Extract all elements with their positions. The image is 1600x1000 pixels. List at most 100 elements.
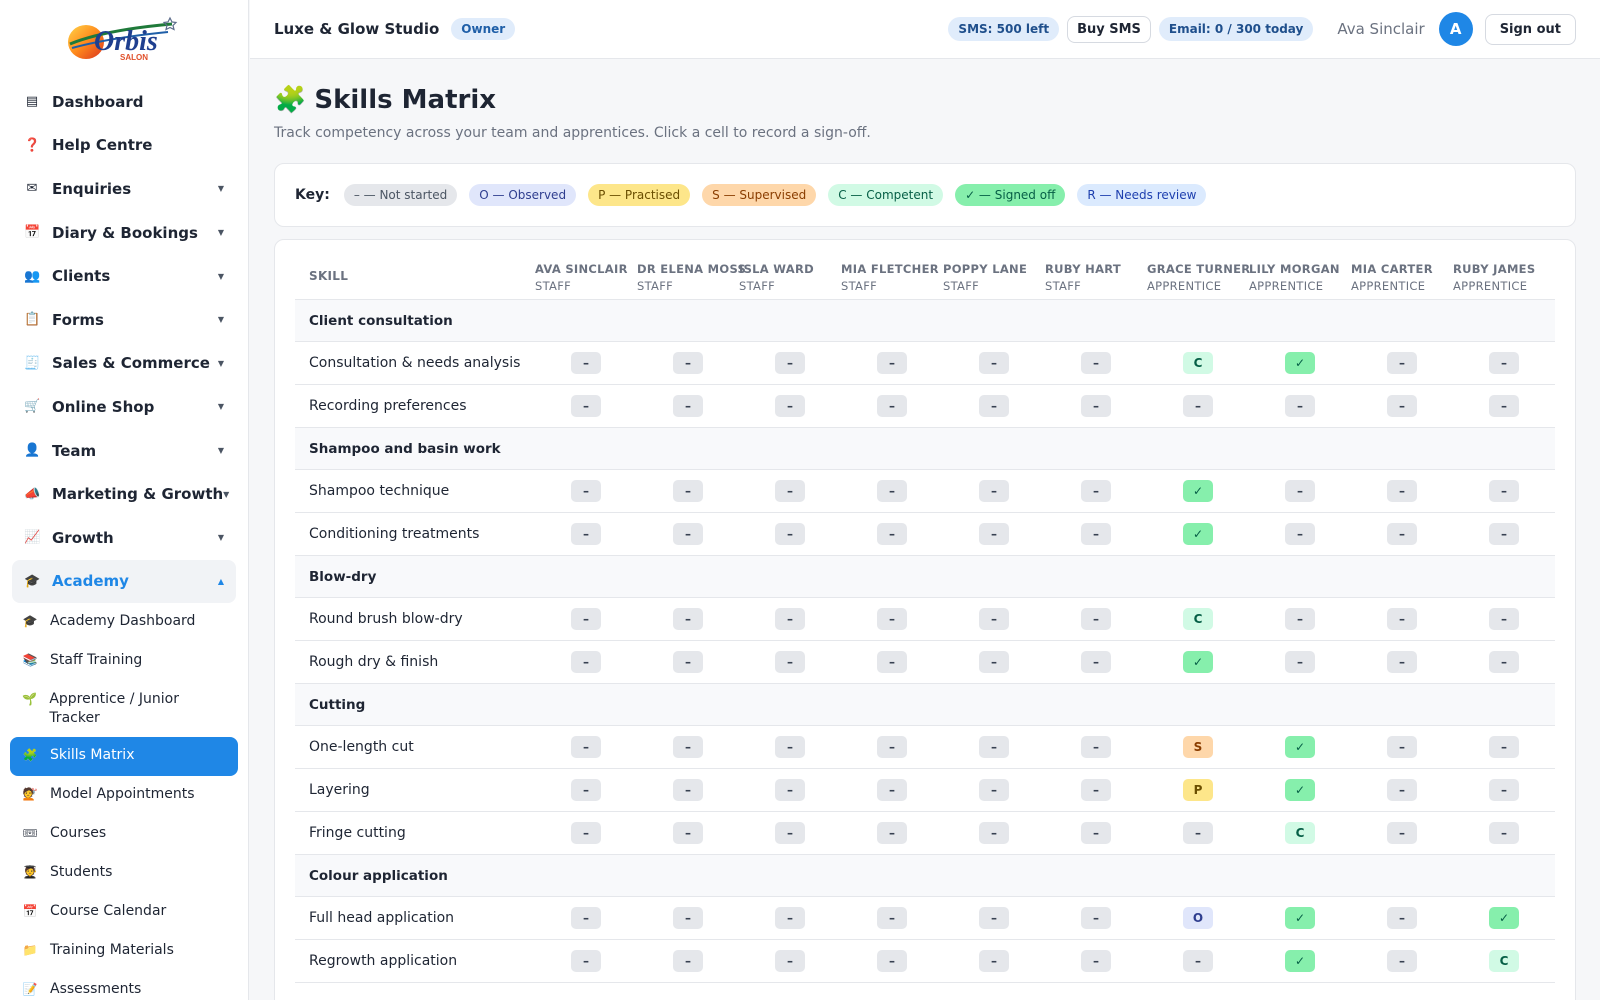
signoff-cell-button[interactable]: – [1285, 523, 1315, 545]
sidebar-item-forms[interactable]: 📋 Forms ▼ [12, 298, 236, 342]
signoff-cell-button[interactable]: – [1081, 395, 1111, 417]
sidebar-item-growth[interactable]: 📈 Growth ▼ [12, 516, 236, 560]
signoff-cell-button[interactable]: – [673, 608, 703, 630]
signoff-cell-button[interactable]: – [775, 608, 805, 630]
signoff-cell-button[interactable]: – [775, 907, 805, 929]
signoff-cell-button[interactable]: C [1489, 950, 1519, 972]
signoff-cell-button[interactable]: – [877, 608, 907, 630]
signoff-cell-button[interactable]: – [775, 480, 805, 502]
signoff-cell-button[interactable]: – [877, 651, 907, 673]
signoff-cell-button[interactable]: – [979, 608, 1009, 630]
sidebar-item-dashboard[interactable]: ▤ Dashboard [12, 80, 236, 124]
signoff-cell-button[interactable]: – [1387, 950, 1417, 972]
signoff-cell-button[interactable]: – [673, 736, 703, 758]
signoff-cell-button[interactable]: ✓ [1183, 651, 1213, 673]
signoff-cell-button[interactable]: C [1285, 822, 1315, 844]
signoff-cell-button[interactable]: – [1489, 480, 1519, 502]
signoff-cell-button[interactable]: C [1183, 608, 1213, 630]
signoff-cell-button[interactable]: ✓ [1183, 480, 1213, 502]
sidebar-item-help-centre[interactable]: ❓ Help Centre [12, 124, 236, 168]
sidebar-subitem-assessments[interactable]: 📝 Assessments [10, 971, 238, 1000]
signoff-cell-button[interactable]: – [1489, 779, 1519, 801]
signoff-cell-button[interactable]: – [877, 480, 907, 502]
signoff-cell-button[interactable]: – [673, 395, 703, 417]
sidebar-item-team[interactable]: 👤 Team ▼ [12, 429, 236, 473]
signoff-cell-button[interactable]: – [673, 480, 703, 502]
signoff-cell-button[interactable]: – [1489, 822, 1519, 844]
signoff-cell-button[interactable]: – [979, 779, 1009, 801]
signoff-cell-button[interactable]: – [1081, 608, 1111, 630]
signoff-cell-button[interactable]: – [1387, 907, 1417, 929]
signoff-cell-button[interactable]: – [1285, 480, 1315, 502]
signoff-cell-button[interactable]: – [1081, 480, 1111, 502]
signoff-cell-button[interactable]: – [1285, 651, 1315, 673]
sidebar-item-academy[interactable]: 🎓 Academy ▲ [12, 559, 236, 604]
signoff-cell-button[interactable]: – [877, 950, 907, 972]
sidebar-subitem-model-appointments[interactable]: 💇 Model Appointments [10, 776, 238, 815]
signoff-cell-button[interactable]: – [673, 779, 703, 801]
signoff-cell-button[interactable]: – [571, 736, 601, 758]
signoff-cell-button[interactable]: – [979, 480, 1009, 502]
signoff-cell-button[interactable]: – [1489, 523, 1519, 545]
signoff-cell-button[interactable]: – [1387, 523, 1417, 545]
signoff-cell-button[interactable]: – [1387, 822, 1417, 844]
signoff-cell-button[interactable]: – [1489, 352, 1519, 374]
signoff-cell-button[interactable]: – [1285, 395, 1315, 417]
signoff-cell-button[interactable]: – [673, 822, 703, 844]
signoff-cell-button[interactable]: – [673, 352, 703, 374]
signoff-cell-button[interactable]: ✓ [1285, 352, 1315, 374]
signoff-cell-button[interactable]: – [673, 950, 703, 972]
sidebar-item-marketing-growth[interactable]: 📣 Marketing & Growth ▼ [12, 472, 236, 516]
signoff-cell-button[interactable]: – [1387, 352, 1417, 374]
signoff-cell-button[interactable]: – [1489, 395, 1519, 417]
signoff-cell-button[interactable]: – [1081, 907, 1111, 929]
signoff-cell-button[interactable]: ✓ [1183, 523, 1213, 545]
sidebar-item-diary-bookings[interactable]: 📅 Diary & Bookings ▼ [12, 211, 236, 255]
signoff-cell-button[interactable]: – [979, 523, 1009, 545]
signoff-cell-button[interactable]: – [1081, 822, 1111, 844]
signoff-cell-button[interactable]: – [1081, 523, 1111, 545]
signoff-cell-button[interactable]: – [775, 736, 805, 758]
signoff-cell-button[interactable]: – [775, 950, 805, 972]
sidebar-subitem-students[interactable]: 🧑‍🎓 Students [10, 854, 238, 893]
signoff-cell-button[interactable]: – [775, 395, 805, 417]
sidebar-item-clients[interactable]: 👥 Clients ▼ [12, 254, 236, 298]
signoff-cell-button[interactable]: – [775, 651, 805, 673]
signoff-cell-button[interactable]: ✓ [1285, 950, 1315, 972]
sidebar-subitem-course-calendar[interactable]: 📅 Course Calendar [10, 893, 238, 932]
sidebar-item-online-shop[interactable]: 🛒 Online Shop ▼ [12, 385, 236, 429]
signoff-cell-button[interactable]: P [1183, 779, 1213, 801]
buy-sms-button[interactable]: Buy SMS [1067, 15, 1151, 43]
signoff-cell-button[interactable]: – [775, 523, 805, 545]
signoff-cell-button[interactable]: – [1285, 608, 1315, 630]
signoff-cell-button[interactable]: O [1183, 907, 1213, 929]
signoff-cell-button[interactable]: – [979, 651, 1009, 673]
brand-logo[interactable]: Orbis SALON [0, 0, 248, 80]
sidebar-subitem-academy-dashboard[interactable]: 🎓 Academy Dashboard [10, 603, 238, 642]
signoff-cell-button[interactable]: – [571, 523, 601, 545]
sidebar-item-enquiries[interactable]: ✉ Enquiries ▼ [12, 167, 236, 211]
avatar[interactable]: A [1438, 12, 1473, 46]
signoff-cell-button[interactable]: – [1387, 736, 1417, 758]
signoff-cell-button[interactable]: – [877, 907, 907, 929]
signoff-cell-button[interactable]: – [1387, 779, 1417, 801]
signoff-cell-button[interactable]: – [979, 352, 1009, 374]
signoff-cell-button[interactable]: – [1387, 651, 1417, 673]
signoff-cell-button[interactable]: – [877, 736, 907, 758]
signoff-cell-button[interactable]: – [1489, 651, 1519, 673]
signoff-cell-button[interactable]: – [775, 779, 805, 801]
signoff-cell-button[interactable]: – [1387, 395, 1417, 417]
signoff-cell-button[interactable]: – [1081, 651, 1111, 673]
sidebar-item-sales-commerce[interactable]: 🧾 Sales & Commerce ▼ [12, 342, 236, 386]
signoff-cell-button[interactable]: – [1183, 822, 1213, 844]
signoff-cell-button[interactable]: – [1489, 608, 1519, 630]
signoff-cell-button[interactable]: – [877, 779, 907, 801]
signoff-cell-button[interactable]: – [571, 608, 601, 630]
sign-out-button[interactable]: Sign out [1484, 13, 1576, 45]
signoff-cell-button[interactable]: – [1387, 480, 1417, 502]
signoff-cell-button[interactable]: – [1081, 779, 1111, 801]
signoff-cell-button[interactable]: S [1183, 736, 1213, 758]
signoff-cell-button[interactable]: – [775, 822, 805, 844]
signoff-cell-button[interactable]: – [673, 907, 703, 929]
sidebar-subitem-courses[interactable]: 🎟 Courses [10, 815, 238, 854]
